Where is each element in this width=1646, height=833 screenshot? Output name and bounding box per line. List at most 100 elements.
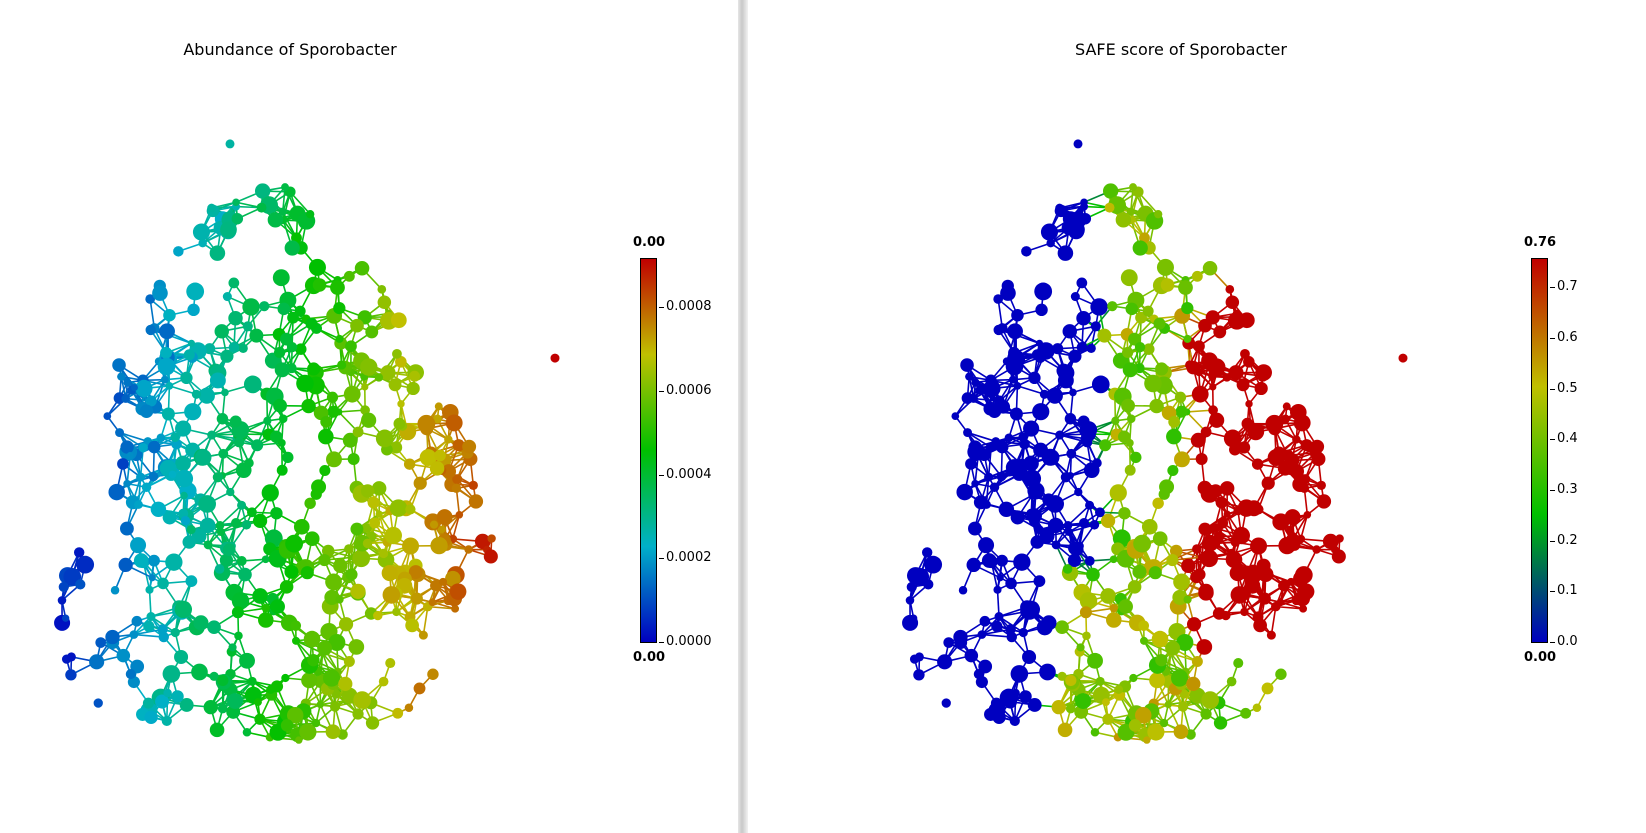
network-node (427, 668, 439, 680)
network-edge (967, 431, 997, 443)
network-node (1062, 324, 1077, 339)
network-node (300, 566, 314, 580)
abundance-plot-panel: Abundance of Sporobacter 0.00 0.0000 0.00… (0, 0, 738, 833)
network-node (121, 394, 130, 403)
network-node (963, 428, 972, 438)
network-node (157, 577, 169, 590)
network-node (354, 261, 370, 276)
network-node (388, 378, 402, 392)
network-node (405, 504, 416, 515)
network-node (139, 404, 154, 419)
network-node (170, 432, 180, 443)
network-node (301, 398, 316, 414)
network-node (1261, 476, 1275, 490)
network-node (337, 360, 347, 370)
network-node (350, 522, 364, 536)
network-node (382, 586, 401, 604)
network-edge (281, 187, 286, 212)
network-node (1202, 261, 1218, 276)
network-node (371, 481, 387, 496)
network-node (1166, 428, 1182, 445)
network-node (212, 472, 224, 483)
network-node (375, 429, 394, 448)
network-node (1102, 183, 1119, 199)
network-node (230, 518, 242, 529)
network-node (318, 553, 331, 567)
network-node (965, 372, 974, 381)
network-node (393, 417, 406, 430)
network-node (1152, 497, 1164, 510)
network-node (1225, 295, 1240, 310)
network-node (258, 612, 274, 628)
network-node (1240, 607, 1249, 617)
network-node (402, 537, 420, 555)
network-node (93, 698, 103, 708)
network-node (361, 383, 369, 391)
network-node (209, 245, 226, 261)
network-node (175, 420, 192, 437)
network-node (131, 615, 143, 627)
network-node (392, 348, 402, 359)
network-node (1299, 604, 1308, 613)
network-node (157, 357, 176, 376)
network-node (428, 598, 437, 607)
network-node (1100, 588, 1117, 604)
network-node (413, 682, 426, 695)
network-node (311, 718, 321, 728)
network-node (222, 292, 232, 302)
network-node (322, 669, 341, 687)
network-node (1198, 522, 1212, 536)
network-node (261, 604, 270, 613)
network-node (452, 439, 465, 452)
network-node (259, 301, 270, 312)
network-node (274, 362, 290, 378)
network-node (1046, 387, 1063, 404)
abundance-colorbar-top-label: 0.00 (632, 235, 666, 250)
network-node (207, 620, 221, 634)
network-node (238, 567, 252, 582)
network-node (445, 414, 463, 432)
network-node (160, 346, 173, 359)
network-node (244, 458, 254, 468)
network-node (404, 703, 414, 713)
network-node (237, 500, 247, 510)
network-node (310, 488, 322, 500)
network-node (145, 324, 156, 336)
network-node (1021, 246, 1032, 257)
network-node (117, 458, 129, 470)
network-node (906, 581, 917, 593)
network-node (1086, 343, 1096, 353)
network-node (261, 484, 279, 502)
network-node (1208, 405, 1218, 415)
network-node (409, 370, 421, 382)
network-node (215, 521, 225, 530)
network-node (243, 375, 262, 394)
network-node (1065, 703, 1076, 714)
abundance-network-graph (54, 139, 560, 744)
network-node (487, 534, 496, 543)
network-node (328, 633, 346, 652)
network-node (191, 389, 201, 399)
network-node (57, 596, 67, 605)
network-node (1010, 665, 1029, 683)
network-node (1190, 432, 1206, 448)
network-node (1082, 631, 1091, 641)
network-node (145, 294, 156, 304)
network-node (73, 547, 85, 558)
network-node (286, 341, 298, 353)
network-node (273, 398, 287, 413)
network-node (203, 540, 213, 550)
network-edge (219, 504, 243, 526)
network-edge (1017, 385, 1045, 396)
network-node (326, 391, 339, 403)
network-node (203, 699, 218, 715)
network-node (1004, 433, 1014, 443)
network-node (269, 430, 283, 443)
network-node (123, 479, 131, 488)
network-node (464, 545, 473, 554)
network-node (381, 564, 398, 582)
network-node (377, 285, 387, 294)
network-node (390, 312, 407, 329)
network-node (468, 480, 478, 490)
network-node (287, 311, 299, 324)
